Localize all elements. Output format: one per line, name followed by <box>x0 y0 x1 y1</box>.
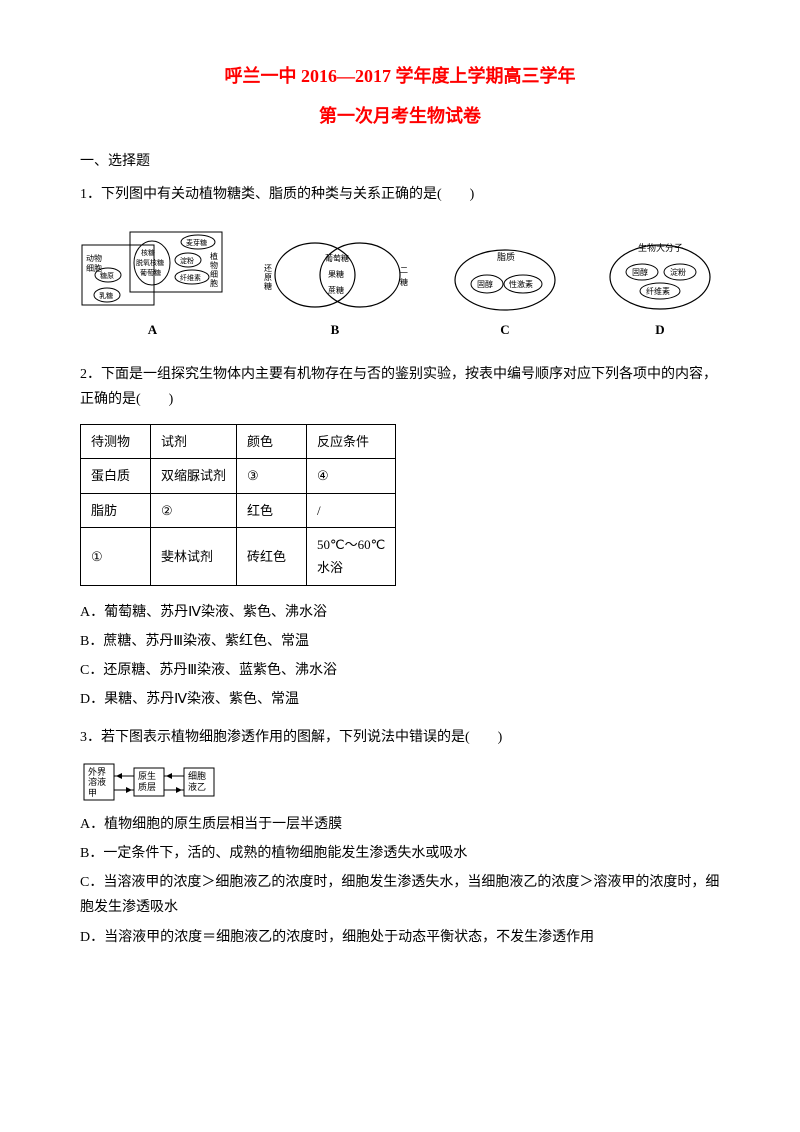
table-cell: 双缩脲试剂 <box>151 459 237 493</box>
svg-text:二: 二 <box>400 266 408 275</box>
table-cell: 试剂 <box>151 424 237 458</box>
option-d: D．果糖、苏丹Ⅳ染液、紫色、常温 <box>80 687 720 712</box>
q3-options: A．植物细胞的原生质层相当于一层半透膜 B．一定条件下，活的、成熟的植物细胞能发… <box>80 812 720 950</box>
diagram-row-q1: 动物 细胞 核糖 脱氧核糖 葡萄糖 糖原 乳糖 麦芽糖 淀粉 纤维素 植 物 细… <box>80 227 720 341</box>
svg-text:脂质: 脂质 <box>497 251 515 262</box>
table-row: 蛋白质 双缩脲试剂 ③ ④ <box>81 459 396 493</box>
svg-text:植: 植 <box>210 251 218 261</box>
diagram-d-svg: 生物大分子 固醇 淀粉 纤维素 <box>600 237 720 312</box>
diagram-b-svg: 还 原 糖 二 糖 葡萄糖 果糖 蔗糖 <box>260 237 410 312</box>
svg-text:还: 还 <box>264 263 272 273</box>
table-cell: ② <box>151 493 237 527</box>
table-cell: 红色 <box>237 493 307 527</box>
table-cell: 50℃～60℃ 水浴 <box>307 528 396 586</box>
svg-text:胞: 胞 <box>210 278 218 288</box>
question-2: 2．下面是一组探究生物体内主要有机物存在与否的鉴别实验，按表中编号顺序对应下列各… <box>80 362 720 412</box>
table-row: 脂肪 ② 红色 / <box>81 493 396 527</box>
title-sub: 第一次月考生物试卷 <box>80 100 720 132</box>
title-main: 呼兰一中 2016—2017 学年度上学期高三学年 <box>80 60 720 92</box>
diagram-c: 脂质 固醇 性激素 C <box>445 242 565 341</box>
svg-text:糖原: 糖原 <box>100 271 114 280</box>
table-cell: 脂肪 <box>81 493 151 527</box>
option-c: C．当溶液甲的浓度＞细胞液乙的浓度时，细胞发生渗透失水，当细胞液乙的浓度＞溶液甲… <box>80 870 720 920</box>
svg-text:甲: 甲 <box>88 788 97 798</box>
diagram-c-label: C <box>500 318 509 341</box>
table-cell: ③ <box>237 459 307 493</box>
svg-text:淀粉: 淀粉 <box>670 267 686 277</box>
svg-text:果糖: 果糖 <box>328 269 344 279</box>
option-b: B．蔗糖、苏丹Ⅲ染液、紫红色、常温 <box>80 629 720 654</box>
q3-flow-svg: 外界 溶液 甲 原生 质层 细胞 液乙 <box>82 762 262 802</box>
svg-text:动物: 动物 <box>86 253 102 263</box>
svg-text:脱氧核糖: 脱氧核糖 <box>136 258 164 267</box>
svg-text:糖: 糖 <box>400 277 408 287</box>
svg-text:细: 细 <box>210 269 218 279</box>
table-cell: 颜色 <box>237 424 307 458</box>
option-b: B．一定条件下，活的、成熟的植物细胞能发生渗透失水或吸水 <box>80 841 720 866</box>
table-cell: 反应条件 <box>307 424 396 458</box>
svg-text:乳糖: 乳糖 <box>99 291 113 300</box>
q3-flow: 外界 溶液 甲 原生 质层 细胞 液乙 <box>82 762 720 802</box>
svg-text:糖: 糖 <box>264 281 272 291</box>
q2-table: 待测物 试剂 颜色 反应条件 蛋白质 双缩脲试剂 ③ ④ 脂肪 ② 红色 / ①… <box>80 424 396 586</box>
table-cell: 砖红色 <box>237 528 307 586</box>
svg-text:液乙: 液乙 <box>188 781 206 792</box>
svg-text:溶液: 溶液 <box>88 776 106 787</box>
option-d: D．当溶液甲的浓度＝细胞液乙的浓度时，细胞处于动态平衡状态，不发生渗透作用 <box>80 925 720 950</box>
svg-text:纤维素: 纤维素 <box>646 286 670 296</box>
table-cell: ① <box>81 528 151 586</box>
diagram-b: 还 原 糖 二 糖 葡萄糖 果糖 蔗糖 B <box>260 237 410 341</box>
option-c: C．还原糖、苏丹Ⅲ染液、蓝紫色、沸水浴 <box>80 658 720 683</box>
svg-text:纤维素: 纤维素 <box>180 273 201 282</box>
table-row: ① 斐林试剂 砖红色 50℃～60℃ 水浴 <box>81 528 396 586</box>
svg-text:生物大分子: 生物大分子 <box>638 242 683 253</box>
svg-text:原: 原 <box>264 273 272 282</box>
q2-options: A．葡萄糖、苏丹Ⅳ染液、紫色、沸水浴 B．蔗糖、苏丹Ⅲ染液、紫红色、常温 C．还… <box>80 600 720 713</box>
option-a: A．植物细胞的原生质层相当于一层半透膜 <box>80 812 720 837</box>
svg-text:核糖: 核糖 <box>141 248 155 257</box>
svg-text:固醇: 固醇 <box>477 279 493 289</box>
svg-text:蔗糖: 蔗糖 <box>328 285 344 295</box>
svg-text:外界: 外界 <box>88 766 106 777</box>
table-cell: 蛋白质 <box>81 459 151 493</box>
question-3: 3．若下图表示植物细胞渗透作用的图解，下列说法中错误的是( ) <box>80 725 720 750</box>
diagram-a-svg: 动物 细胞 核糖 脱氧核糖 葡萄糖 糖原 乳糖 麦芽糖 淀粉 纤维素 植 物 细… <box>80 227 225 312</box>
table-cell: 斐林试剂 <box>151 528 237 586</box>
table-cell: ④ <box>307 459 396 493</box>
section-heading: 一、选择题 <box>80 149 720 174</box>
diagram-a-label: A <box>148 318 157 341</box>
svg-text:质层: 质层 <box>138 781 156 792</box>
diagram-d: 生物大分子 固醇 淀粉 纤维素 D <box>600 237 720 341</box>
diagram-d-label: D <box>655 318 664 341</box>
diagram-c-svg: 脂质 固醇 性激素 <box>445 242 565 312</box>
question-1: 1．下列图中有关动植物糖类、脂质的种类与关系正确的是( ) <box>80 182 720 207</box>
svg-text:原生: 原生 <box>138 770 156 781</box>
svg-text:性激素: 性激素 <box>509 279 533 289</box>
svg-text:淀粉: 淀粉 <box>180 256 194 265</box>
table-cell: / <box>307 493 396 527</box>
svg-text:葡萄糖: 葡萄糖 <box>325 253 349 263</box>
diagram-a: 动物 细胞 核糖 脱氧核糖 葡萄糖 糖原 乳糖 麦芽糖 淀粉 纤维素 植 物 细… <box>80 227 225 341</box>
svg-text:物: 物 <box>210 260 218 270</box>
table-row: 待测物 试剂 颜色 反应条件 <box>81 424 396 458</box>
table-cell: 待测物 <box>81 424 151 458</box>
diagram-b-label: B <box>331 318 340 341</box>
svg-text:麦芽糖: 麦芽糖 <box>186 238 207 247</box>
svg-text:葡萄糖: 葡萄糖 <box>140 268 161 277</box>
svg-text:固醇: 固醇 <box>632 267 648 277</box>
svg-text:细胞: 细胞 <box>188 770 206 781</box>
option-a: A．葡萄糖、苏丹Ⅳ染液、紫色、沸水浴 <box>80 600 720 625</box>
